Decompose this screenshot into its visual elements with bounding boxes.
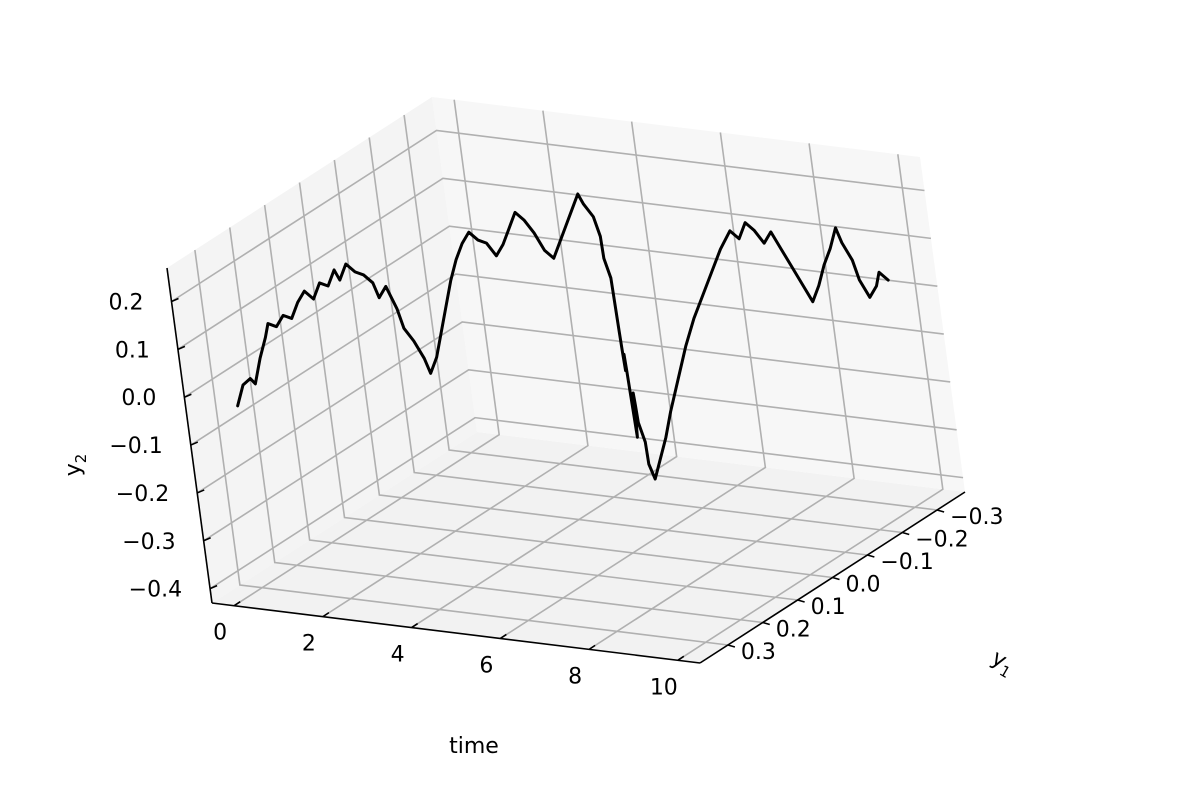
x-tick — [677, 655, 685, 661]
x-gridline — [677, 154, 944, 661]
svg-text:y2: y2 — [61, 454, 90, 477]
y-tick — [832, 576, 840, 581]
z-axis-label-base: y — [61, 463, 86, 476]
y-tick-label: 0.3 — [741, 640, 776, 665]
z-tick-label: −0.2 — [116, 482, 169, 507]
z-tick-label: 0.0 — [121, 386, 156, 411]
z-tick-label: −0.1 — [109, 434, 162, 459]
svg-text:y1: y1 — [985, 646, 1019, 682]
y-tick-label: 0.2 — [776, 618, 811, 643]
x-gridline — [588, 143, 855, 651]
x-tick — [233, 601, 241, 607]
y-gridline — [403, 114, 938, 511]
y-tick — [727, 644, 736, 648]
y-tick-label: −0.2 — [915, 528, 968, 553]
z-tick — [196, 489, 205, 494]
z-gridline — [177, 177, 932, 351]
x-gridline — [411, 121, 678, 629]
z-tick-label: 0.2 — [109, 291, 144, 316]
z-gridline — [203, 368, 957, 542]
x-tick — [411, 622, 419, 629]
x-tick-label: 2 — [302, 632, 316, 657]
y-tick-label: −0.1 — [880, 550, 933, 575]
z-axis-label: y2 — [61, 454, 90, 477]
x-tick-label: 10 — [650, 675, 678, 700]
y-gridline — [368, 137, 903, 534]
z-axis-label-subscript: 2 — [72, 454, 90, 464]
y-gridline — [333, 159, 868, 556]
z-gridline — [183, 225, 938, 398]
z-gridline — [171, 129, 925, 303]
x-tick-label: 4 — [391, 643, 405, 668]
x-gridline — [499, 132, 767, 640]
z-axis-line — [166, 267, 213, 604]
x-axis-line — [211, 602, 701, 664]
y-tick — [797, 599, 805, 603]
z-tick — [190, 441, 199, 446]
z-tick-label: −0.4 — [129, 578, 182, 603]
tick-labels: 0 2 4 6 8 10−0.3−0.2−0.10.00.10.20.3−0.4−0.3−… — [109, 291, 1004, 701]
tick-marks — [171, 297, 945, 661]
y-tick-label: −0.3 — [950, 505, 1003, 530]
y-gridline — [228, 227, 763, 624]
z-tick — [177, 345, 186, 351]
z-tick-label: 0.1 — [115, 338, 150, 363]
y-tick — [762, 621, 770, 626]
x-tick — [322, 611, 330, 618]
y-tick — [867, 554, 875, 558]
y-tick-label: 0.1 — [811, 595, 846, 620]
x-tick-label: 8 — [568, 664, 582, 689]
series-line — [236, 192, 890, 481]
back-pane — [432, 97, 965, 492]
x-tick-label: 0 — [213, 621, 227, 646]
grid-lines — [171, 99, 964, 661]
z-tick-label: −0.3 — [122, 530, 175, 555]
z-gridline — [196, 321, 951, 494]
y-tick — [936, 509, 945, 513]
x-tick-label: 6 — [479, 653, 493, 678]
y-gridline — [263, 204, 798, 601]
y-axis-label: y1 — [985, 646, 1019, 682]
x-tick — [499, 633, 507, 640]
z-tick — [184, 393, 192, 398]
z-tick — [209, 584, 218, 590]
x-tick — [588, 644, 596, 651]
x-gridline — [322, 110, 589, 618]
z-gridline — [209, 416, 964, 590]
z-tick — [171, 297, 179, 303]
z-gridline — [190, 273, 944, 446]
z-tick — [203, 537, 211, 542]
x-axis-label: time — [449, 734, 499, 759]
y-tick-label: 0.0 — [846, 573, 881, 598]
series-layer — [236, 192, 890, 481]
y-gridline — [194, 249, 728, 646]
x-gridline — [233, 99, 501, 607]
y-tick — [902, 531, 910, 536]
